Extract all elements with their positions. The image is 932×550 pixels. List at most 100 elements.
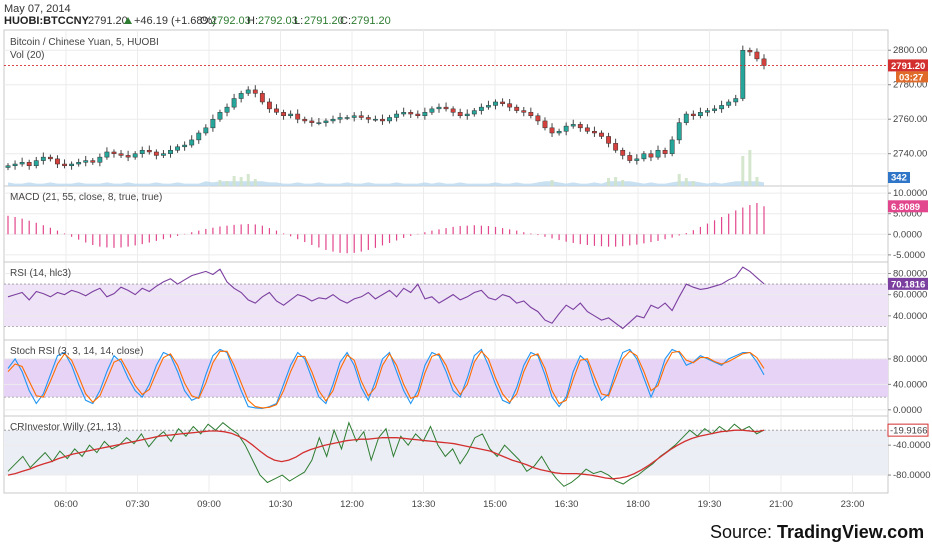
volume-bar xyxy=(621,180,625,186)
axis-tick-label: 0.0000 xyxy=(893,405,922,416)
axis-tick-label: -80.0000 xyxy=(893,470,931,481)
candle-up xyxy=(288,113,294,117)
candle-up xyxy=(224,106,230,113)
candle-down xyxy=(599,132,604,137)
time-tick-label: 16:30 xyxy=(555,499,579,510)
axis-tick-label: 80.0000 xyxy=(893,268,927,279)
candle-up xyxy=(97,156,103,163)
candle-down xyxy=(281,112,286,117)
candle-up xyxy=(104,151,110,158)
candle-up xyxy=(182,144,188,148)
volume-bar xyxy=(677,174,681,186)
candle-up xyxy=(556,131,562,134)
candle-up xyxy=(726,101,732,106)
stoch-rsi-pane: 0.0000 40.0000 80.0000 Stoch RSI (3, 3, 14,… xyxy=(4,346,927,416)
change-label: +46.19 (+1.68%) xyxy=(134,15,216,27)
volume-badge-text: 342 xyxy=(891,173,907,184)
volume-bar xyxy=(550,180,554,186)
candle-up xyxy=(387,117,392,122)
candle-down xyxy=(606,136,611,144)
volume-bar xyxy=(225,181,229,186)
candle-up xyxy=(401,112,407,115)
candle-down xyxy=(542,120,548,129)
volume-bar xyxy=(232,176,236,186)
candle-down xyxy=(267,101,272,110)
candle-up xyxy=(344,117,350,119)
candle-up xyxy=(634,158,640,161)
candle-down xyxy=(55,158,60,165)
axis-tick-label: 2740.00 xyxy=(893,149,927,160)
pane-title: CRInvestor Willy (21, 13) xyxy=(10,422,121,433)
candle-up xyxy=(175,146,180,151)
candle-up xyxy=(40,156,46,161)
ohlc-header: HUOBI:BTCCNY 2791.20 +46.19 (+1.68%) O: … xyxy=(4,15,391,27)
candle-down xyxy=(415,113,421,117)
volume-bar xyxy=(684,178,688,186)
time-tick-label: 23:00 xyxy=(841,499,865,510)
candle-up xyxy=(323,120,329,123)
candle-up xyxy=(478,106,484,111)
candle-up xyxy=(189,139,195,146)
candle-up xyxy=(669,139,675,154)
candle-up xyxy=(493,101,498,106)
axis-tick-label: 80.0000 xyxy=(893,354,927,365)
candle-up xyxy=(337,117,343,120)
time-tick-label: 07:30 xyxy=(126,499,150,510)
axis-tick-label: 60.0000 xyxy=(893,290,927,301)
volume-bar xyxy=(246,174,250,186)
candle-down xyxy=(146,149,152,153)
willy-line xyxy=(7,421,765,487)
candle-down xyxy=(118,153,124,156)
volume-bar xyxy=(607,178,611,186)
candle-down xyxy=(125,155,131,158)
candle-up xyxy=(464,113,470,117)
volume-bar xyxy=(741,156,745,186)
candle-up xyxy=(719,105,725,110)
rsi-last-badge xyxy=(888,277,928,290)
volume-bar xyxy=(253,179,257,186)
time-tick-label: 12:00 xyxy=(340,499,364,510)
candle-up xyxy=(330,118,336,122)
candle-up xyxy=(422,112,428,117)
candle-down xyxy=(26,162,32,167)
pane-title: Bitcoin / Chinese Yuan, 5, HUOBI xyxy=(10,37,159,48)
axis-tick-label: 10.0000 xyxy=(893,188,927,199)
candle-up xyxy=(19,162,25,165)
candle-down xyxy=(507,103,513,108)
willy-pane: -80.0000 -40.0000 -19.9166 CRInvestor Willy… xyxy=(4,421,931,487)
countdown-badge xyxy=(896,71,928,83)
candle-up xyxy=(69,163,75,167)
volume-bar xyxy=(748,150,752,186)
time-tick-label: 21:00 xyxy=(769,499,793,510)
price-pane: 2740.00 2760.00 2780.00 2800.00 2791.2003:27… xyxy=(4,37,928,186)
last-price-badge xyxy=(888,59,928,72)
rsi-line xyxy=(7,266,765,330)
candle-up xyxy=(394,113,400,118)
candle-down xyxy=(521,110,527,113)
willy-last-badge xyxy=(887,423,929,437)
time-tick-label: 10:30 xyxy=(269,499,293,510)
candle-down xyxy=(358,115,364,118)
last-price-label: 2791.20 xyxy=(88,15,128,27)
candle-down xyxy=(549,127,555,134)
candle-up xyxy=(641,153,647,160)
candle-up xyxy=(139,149,145,154)
candle-up xyxy=(168,149,173,154)
date-label: May 07, 2014 xyxy=(4,3,71,15)
willy-last-badge-text: -19.9166 xyxy=(890,426,928,437)
candle-up xyxy=(76,162,82,165)
stoch-k-line xyxy=(7,348,765,410)
candle-down xyxy=(380,118,385,122)
candle-up xyxy=(486,105,491,108)
candle-down xyxy=(443,106,449,110)
low-key: L: xyxy=(294,15,303,27)
volume-bar xyxy=(755,177,759,186)
pane-title: MACD (21, 55, close, 8, true, true) xyxy=(10,192,162,203)
candle-down xyxy=(613,143,619,151)
candle-down xyxy=(500,101,505,104)
candle-up xyxy=(161,153,166,156)
candle-up xyxy=(570,124,576,127)
volume-label: Vol (20) xyxy=(10,50,44,61)
candle-down xyxy=(648,153,654,158)
